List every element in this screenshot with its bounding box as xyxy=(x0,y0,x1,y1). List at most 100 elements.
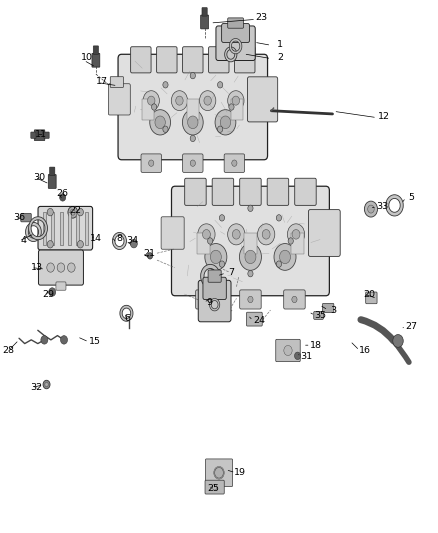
Circle shape xyxy=(205,244,227,270)
Text: 1: 1 xyxy=(277,40,283,49)
Text: 14: 14 xyxy=(90,235,102,244)
Text: 21: 21 xyxy=(143,249,155,258)
Circle shape xyxy=(208,238,213,244)
FancyBboxPatch shape xyxy=(131,47,151,73)
Bar xyxy=(51,212,54,245)
Circle shape xyxy=(182,110,203,135)
Text: 23: 23 xyxy=(256,13,268,22)
Text: 29: 29 xyxy=(42,289,54,298)
Text: 35: 35 xyxy=(314,311,326,320)
FancyBboxPatch shape xyxy=(21,213,31,222)
FancyBboxPatch shape xyxy=(267,178,289,205)
Circle shape xyxy=(131,239,138,248)
Text: 31: 31 xyxy=(300,352,312,361)
Circle shape xyxy=(190,72,195,79)
Circle shape xyxy=(148,96,155,105)
Circle shape xyxy=(49,288,56,296)
Circle shape xyxy=(78,240,83,248)
FancyBboxPatch shape xyxy=(44,132,49,139)
FancyBboxPatch shape xyxy=(31,132,36,139)
FancyBboxPatch shape xyxy=(247,77,278,122)
Circle shape xyxy=(258,224,275,245)
Circle shape xyxy=(148,160,154,166)
Text: 17: 17 xyxy=(96,77,108,86)
Text: 7: 7 xyxy=(228,269,234,277)
FancyBboxPatch shape xyxy=(208,47,229,73)
FancyBboxPatch shape xyxy=(157,47,177,73)
FancyBboxPatch shape xyxy=(172,186,329,296)
Circle shape xyxy=(71,209,75,215)
Circle shape xyxy=(287,224,305,245)
Circle shape xyxy=(274,244,296,270)
FancyBboxPatch shape xyxy=(234,47,255,73)
Text: 10: 10 xyxy=(81,53,93,62)
Text: 34: 34 xyxy=(127,237,138,246)
Circle shape xyxy=(60,193,66,201)
Text: 18: 18 xyxy=(310,341,322,350)
FancyBboxPatch shape xyxy=(205,459,233,487)
FancyBboxPatch shape xyxy=(34,130,45,141)
Circle shape xyxy=(148,253,152,259)
Circle shape xyxy=(176,96,183,105)
Circle shape xyxy=(212,484,217,490)
Text: 16: 16 xyxy=(359,346,371,355)
Circle shape xyxy=(228,224,245,245)
Circle shape xyxy=(232,160,237,166)
Bar xyxy=(76,212,79,245)
Circle shape xyxy=(364,201,378,217)
Circle shape xyxy=(229,104,234,110)
Circle shape xyxy=(219,215,225,221)
FancyBboxPatch shape xyxy=(38,206,92,250)
Circle shape xyxy=(248,205,253,212)
Circle shape xyxy=(288,238,293,244)
Text: 33: 33 xyxy=(377,203,389,212)
Circle shape xyxy=(47,208,53,216)
Circle shape xyxy=(152,104,157,110)
FancyBboxPatch shape xyxy=(224,154,244,172)
Text: 11: 11 xyxy=(35,130,47,139)
Circle shape xyxy=(233,230,240,239)
Text: 20: 20 xyxy=(364,289,376,298)
Circle shape xyxy=(198,224,215,245)
Circle shape xyxy=(60,336,67,344)
FancyBboxPatch shape xyxy=(240,178,261,205)
Circle shape xyxy=(248,296,253,303)
Bar xyxy=(142,99,154,120)
Circle shape xyxy=(292,296,297,303)
Circle shape xyxy=(294,352,300,360)
Bar xyxy=(85,212,88,245)
FancyBboxPatch shape xyxy=(183,47,203,73)
Text: 26: 26 xyxy=(57,189,69,198)
Text: 8: 8 xyxy=(117,235,123,244)
Circle shape xyxy=(204,296,209,303)
FancyBboxPatch shape xyxy=(284,290,305,309)
Circle shape xyxy=(57,263,65,272)
Circle shape xyxy=(228,91,244,110)
Bar xyxy=(187,99,199,120)
Text: 12: 12 xyxy=(378,112,390,121)
Circle shape xyxy=(215,467,223,478)
FancyBboxPatch shape xyxy=(118,54,268,160)
Text: 2: 2 xyxy=(277,53,283,62)
FancyBboxPatch shape xyxy=(110,77,124,87)
Circle shape xyxy=(163,126,168,132)
Circle shape xyxy=(68,206,78,218)
Text: 36: 36 xyxy=(13,213,25,222)
Text: 6: 6 xyxy=(124,314,131,323)
Circle shape xyxy=(248,270,253,277)
FancyBboxPatch shape xyxy=(322,303,334,312)
FancyBboxPatch shape xyxy=(92,53,100,67)
FancyBboxPatch shape xyxy=(276,340,300,362)
Bar xyxy=(60,212,63,245)
Text: 22: 22 xyxy=(70,206,82,215)
FancyBboxPatch shape xyxy=(222,23,250,43)
FancyBboxPatch shape xyxy=(202,7,207,16)
FancyBboxPatch shape xyxy=(203,277,226,300)
Text: 32: 32 xyxy=(30,383,42,392)
Circle shape xyxy=(204,96,212,105)
Circle shape xyxy=(45,382,48,386)
FancyBboxPatch shape xyxy=(49,167,55,175)
Circle shape xyxy=(41,336,48,344)
FancyBboxPatch shape xyxy=(208,270,221,282)
Circle shape xyxy=(163,82,168,88)
